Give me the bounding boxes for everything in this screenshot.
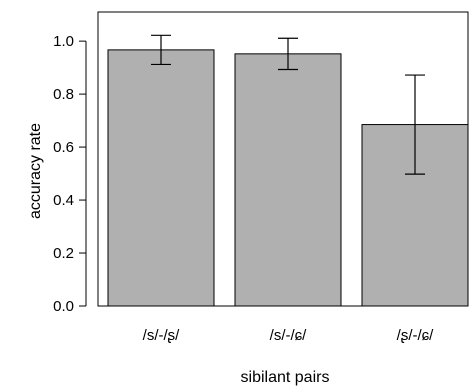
y-tick-label-3: 0.6 bbox=[53, 139, 74, 156]
y-tick-label-4: 0.8 bbox=[53, 86, 74, 103]
y-tick-label-2: 0.4 bbox=[53, 192, 74, 209]
x-axis-label: sibilant pairs bbox=[241, 369, 330, 386]
x-category-label-1: /s/-/ʂ/ bbox=[143, 327, 180, 344]
y-tick-label-0: 0.0 bbox=[53, 298, 74, 315]
y-axis-label: accuracy rate bbox=[27, 123, 44, 219]
x-category-label-2: /s/-/ɕ/ bbox=[270, 327, 307, 344]
y-tick-label-5: 1.0 bbox=[53, 33, 74, 50]
x-category-label-3: /ʂ/-/ɕ/ bbox=[397, 327, 434, 344]
bar-2 bbox=[234, 53, 342, 307]
y-tick-label-1: 0.2 bbox=[53, 245, 74, 262]
axes-group bbox=[79, 40, 87, 307]
bar-1 bbox=[107, 49, 215, 307]
bars-group bbox=[107, 49, 469, 307]
error-bars-group bbox=[151, 34, 425, 175]
labels-group: 0.0 0.2 0.4 0.6 0.8 1.0/s/-/ʂ/ /s/-/ɕ/ /ʂ/-/ɕ/s… bbox=[27, 33, 434, 386]
